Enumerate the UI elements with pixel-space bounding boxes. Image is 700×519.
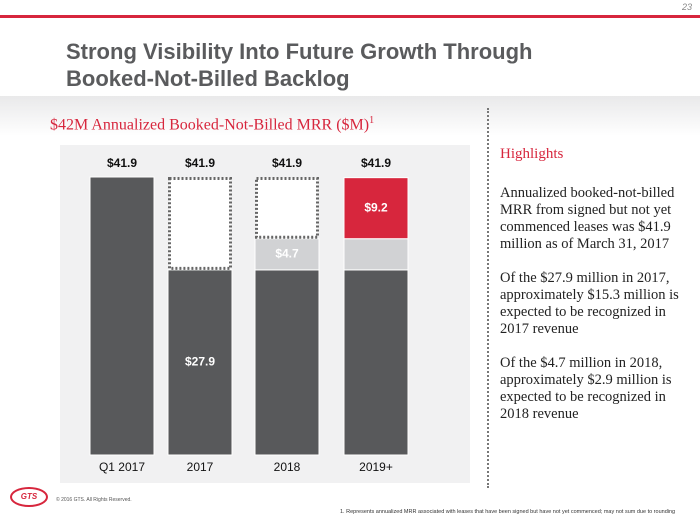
total-label: $41.9 xyxy=(185,156,215,170)
title-line: Booked-Not-Billed Backlog xyxy=(66,66,350,91)
data-label: $27.9 xyxy=(185,355,215,369)
header-band xyxy=(0,96,700,136)
title-line: Strong Visibility Into Future Growth Thr… xyxy=(66,39,533,64)
separator xyxy=(487,108,489,488)
highlights: Highlights Annualized booked-not-billed … xyxy=(500,146,690,440)
footnote-mark: 1 xyxy=(369,115,375,126)
data-label: $4.7 xyxy=(275,246,299,260)
logo: GTS xyxy=(10,487,48,507)
x-tick-label: 2018 xyxy=(274,460,301,474)
chart-title: $42M Annualized Booked-Not-Billed MRR ($… xyxy=(50,115,374,134)
chart-title-text: $42M Annualized Booked-Not-Billed MRR ($… xyxy=(50,116,370,134)
bar-segment xyxy=(254,238,320,271)
highlight: Annualized booked-not-billed MRR from si… xyxy=(500,185,675,252)
data-label: $9.2 xyxy=(364,200,388,214)
slide-title: Strong Visibility Into Future Growth Thr… xyxy=(66,38,532,92)
x-tick-label: 2019+ xyxy=(359,460,393,474)
total-label: $41.9 xyxy=(272,156,302,170)
highlight: Of the $27.9 million in 2017, approximat… xyxy=(500,270,679,337)
highlights-heading: Highlights xyxy=(500,146,564,162)
bar-segment xyxy=(254,269,320,456)
highlight: Of the $4.7 million in 2018, approximate… xyxy=(500,355,672,422)
bar-segment xyxy=(89,176,155,456)
pending-outline xyxy=(168,177,232,270)
bar-segment xyxy=(343,177,409,240)
bar-segment xyxy=(343,238,409,271)
total-label: $41.9 xyxy=(361,156,391,170)
top-rule xyxy=(0,15,700,18)
footnote: 1. Represents annualized MRR associated … xyxy=(340,509,676,515)
total-label: $41.9 xyxy=(107,156,137,170)
copyright: © 2016 GTS. All Rights Reserved. xyxy=(56,497,132,503)
page-number: 23 xyxy=(681,2,692,12)
x-tick-label: Q1 2017 xyxy=(99,460,145,474)
bar-segment xyxy=(343,269,409,456)
x-tick-label: 2017 xyxy=(187,460,214,474)
pending-outline xyxy=(255,177,319,239)
